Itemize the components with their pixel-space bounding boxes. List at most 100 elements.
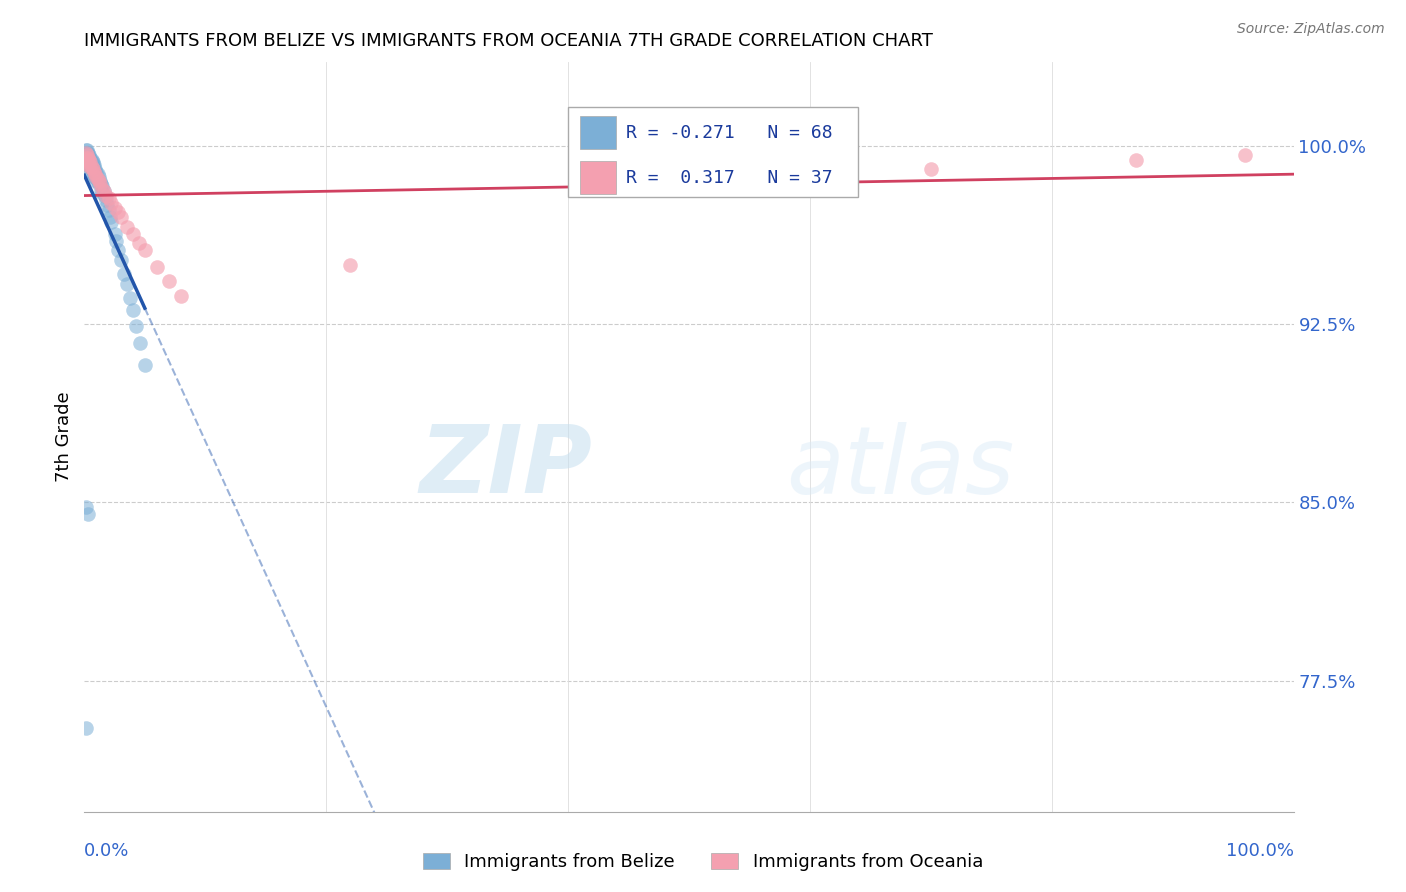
Point — [84, 162, 107, 177]
Point — [77, 145, 100, 160]
Point — [77, 155, 100, 169]
Text: IMMIGRANTS FROM BELIZE VS IMMIGRANTS FROM OCEANIA 7TH GRADE CORRELATION CHART: IMMIGRANTS FROM BELIZE VS IMMIGRANTS FRO… — [84, 32, 934, 50]
Point — [98, 210, 121, 224]
Point — [76, 148, 98, 162]
Point — [91, 181, 114, 195]
Point — [125, 319, 148, 334]
Text: 100.0%: 100.0% — [1226, 842, 1294, 860]
Point — [75, 145, 97, 160]
Point — [79, 160, 101, 174]
Point — [82, 162, 104, 177]
Point — [86, 172, 108, 186]
Point — [87, 174, 110, 188]
Point — [83, 158, 105, 172]
Point — [87, 177, 110, 191]
Point — [86, 174, 108, 188]
Point — [93, 184, 115, 198]
Point — [86, 174, 108, 188]
Point — [110, 252, 132, 267]
Point — [100, 215, 122, 229]
Point — [129, 336, 152, 351]
Point — [94, 188, 117, 202]
Point — [75, 144, 97, 158]
Point — [79, 151, 101, 165]
Point — [84, 165, 107, 179]
Point — [97, 191, 120, 205]
Point — [86, 165, 108, 179]
Point — [77, 151, 100, 165]
Point — [83, 165, 105, 179]
Point — [1125, 153, 1147, 167]
Text: atlas: atlas — [786, 422, 1014, 513]
Point — [86, 169, 108, 184]
Point — [76, 153, 98, 167]
Point — [91, 186, 114, 201]
Point — [91, 179, 114, 194]
Point — [115, 277, 138, 291]
Point — [80, 155, 103, 169]
Point — [157, 274, 180, 288]
Point — [77, 160, 100, 174]
Point — [79, 165, 101, 179]
Point — [77, 158, 100, 172]
Point — [146, 260, 169, 274]
Point — [76, 145, 98, 160]
Point — [75, 151, 97, 165]
Point — [121, 302, 143, 317]
Text: 0.0%: 0.0% — [84, 842, 129, 860]
Point — [107, 205, 129, 219]
Point — [89, 174, 111, 188]
Point — [79, 155, 101, 169]
Point — [82, 155, 104, 169]
Point — [1234, 148, 1257, 162]
Point — [920, 162, 942, 177]
Point — [75, 500, 97, 515]
Point — [75, 722, 97, 736]
Point — [77, 508, 100, 522]
Point — [96, 198, 118, 212]
Point — [77, 148, 100, 162]
Point — [97, 202, 120, 217]
Point — [76, 148, 98, 162]
Point — [80, 160, 103, 174]
Point — [77, 151, 100, 165]
Point — [115, 219, 138, 234]
Y-axis label: 7th Grade: 7th Grade — [55, 392, 73, 483]
Point — [75, 148, 97, 162]
Point — [90, 177, 112, 191]
FancyBboxPatch shape — [568, 107, 858, 197]
FancyBboxPatch shape — [581, 116, 616, 150]
Point — [82, 162, 104, 177]
Point — [79, 153, 101, 167]
Point — [82, 158, 104, 172]
Point — [89, 177, 111, 191]
Point — [104, 227, 127, 241]
Point — [83, 169, 105, 184]
Point — [75, 151, 97, 165]
Point — [84, 169, 107, 184]
Text: R =  0.317   N = 37: R = 0.317 N = 37 — [626, 169, 832, 186]
Text: R = -0.271   N = 68: R = -0.271 N = 68 — [626, 124, 832, 142]
Point — [86, 169, 108, 184]
Point — [112, 267, 135, 281]
Point — [94, 188, 117, 202]
Point — [128, 236, 150, 251]
Point — [100, 195, 122, 210]
Point — [80, 158, 103, 172]
Point — [107, 244, 129, 258]
Point — [90, 184, 112, 198]
Text: Source: ZipAtlas.com: Source: ZipAtlas.com — [1237, 22, 1385, 37]
Point — [86, 167, 108, 181]
Point — [77, 153, 100, 167]
Point — [77, 155, 100, 169]
Point — [83, 162, 105, 177]
Point — [79, 160, 101, 174]
Point — [80, 162, 103, 177]
Point — [339, 258, 361, 272]
Point — [77, 153, 100, 167]
Point — [120, 291, 142, 305]
Point — [104, 201, 127, 215]
Point — [77, 151, 100, 165]
FancyBboxPatch shape — [581, 161, 616, 194]
Point — [104, 234, 127, 248]
